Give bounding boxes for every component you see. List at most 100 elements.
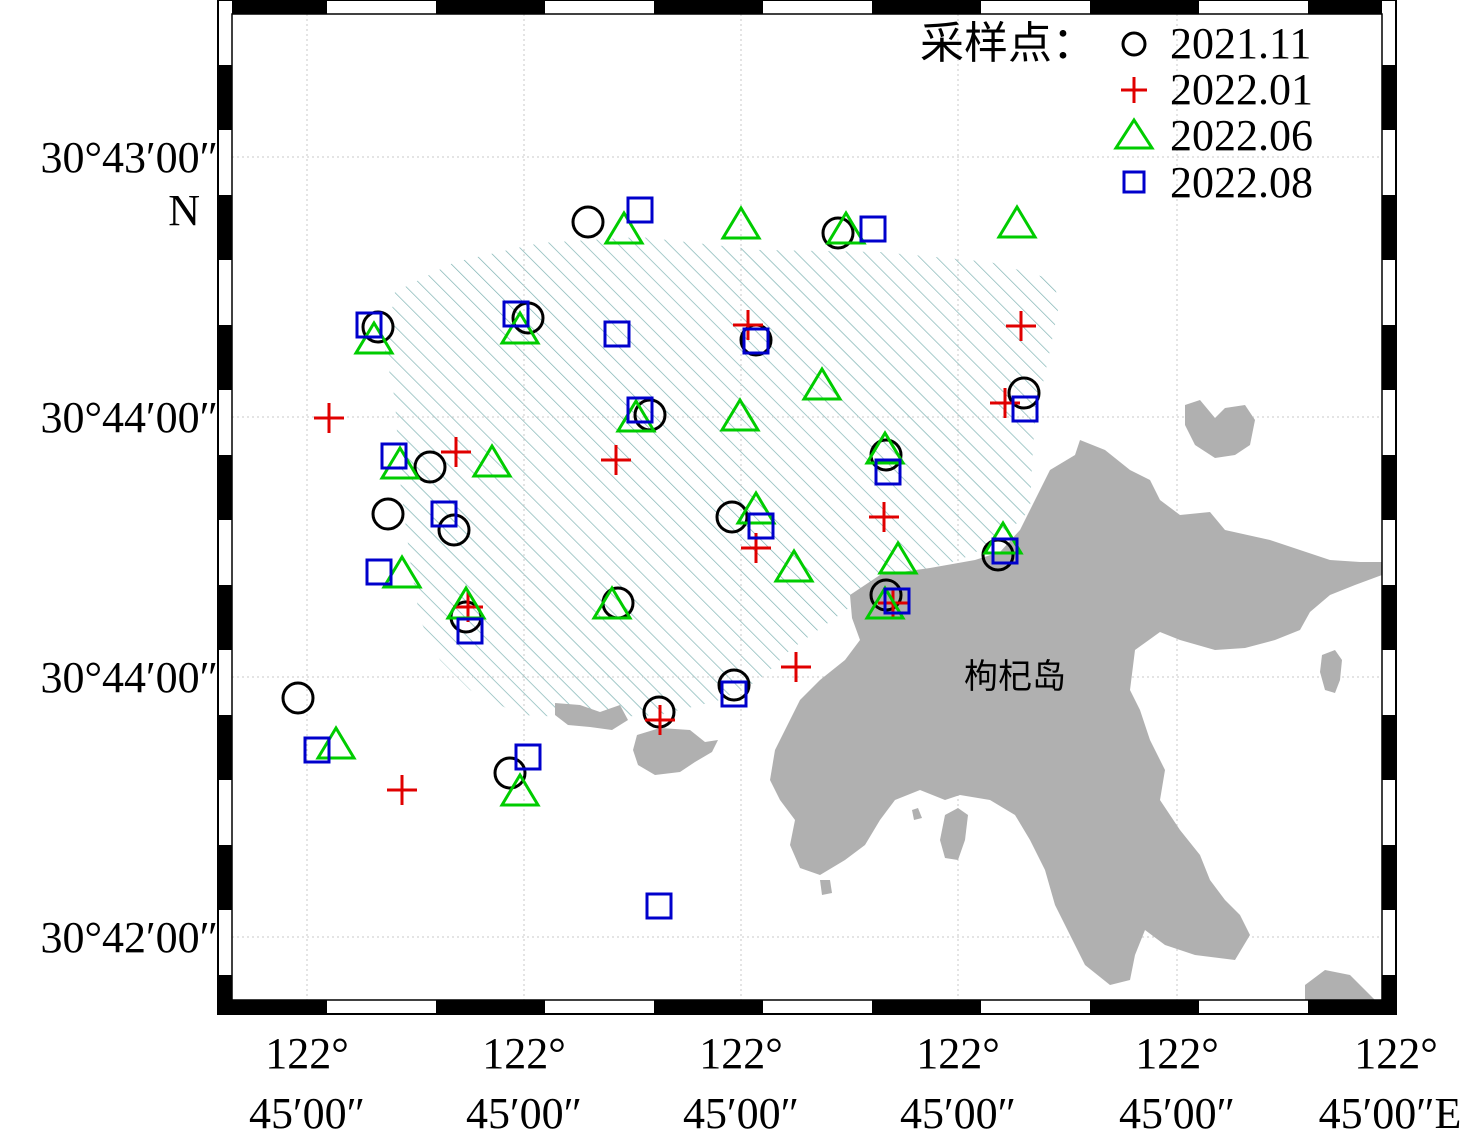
sample-point-2022-08 — [859, 215, 887, 243]
frame-right-segment — [1382, 910, 1396, 975]
frame-top-segment — [545, 0, 654, 14]
legend-square-icon — [1122, 170, 1146, 194]
island-land — [555, 400, 1382, 1000]
legend-label-2022-08: 2022.08 — [1170, 158, 1313, 207]
sample-point-2022-01 — [314, 403, 344, 433]
x-tick-label-2-deg: 122° — [482, 1029, 566, 1078]
frame-left-segment — [218, 195, 232, 260]
sample-point-2022-08 — [514, 743, 542, 771]
sample-point-2022-06 — [801, 366, 843, 401]
sample-point-2021-11 — [715, 500, 749, 534]
x-tick-label-3-deg: 122° — [699, 1029, 783, 1078]
frame-right-segment — [1382, 780, 1396, 845]
x-axis-labels: 122° 45′00″ 122° 45′00″ 122° 45′00″ 122°… — [249, 1029, 1461, 1138]
x-tick-label-6-deg: 122° — [1354, 1029, 1438, 1078]
sampling-area-hatched — [385, 237, 1058, 718]
x-tick-label-1-deg: 122° — [265, 1029, 349, 1078]
sample-point-2022-08 — [626, 196, 654, 224]
frame-outline — [217, 0, 1397, 1015]
sample-point-2022-08 — [603, 320, 631, 348]
sample-point-2021-11 — [571, 205, 605, 239]
sample-point-2022-08 — [645, 892, 673, 920]
sample-point-2022-06 — [877, 540, 919, 575]
frame-bottom-segment — [1308, 1000, 1396, 1014]
island-label: 枸杞岛 — [964, 657, 1066, 697]
frame-bottom-segment — [436, 1000, 545, 1014]
sample-point-2022-08 — [742, 327, 770, 355]
frame-top-segment — [218, 0, 327, 14]
x-tick-label-5-min: 45′00″ — [1119, 1089, 1235, 1138]
x-tick-label-4-deg: 122° — [916, 1029, 1000, 1078]
sample-point-2022-08 — [380, 442, 408, 470]
frame-top-segment — [654, 0, 763, 14]
sample-point-2022-08 — [747, 512, 775, 540]
islet-dot — [820, 880, 832, 895]
frame-right-segment — [1382, 325, 1396, 390]
frame-left-segment — [218, 260, 232, 325]
frame-top-segment — [1090, 0, 1199, 14]
frame-top-segment — [327, 0, 436, 14]
sample-point-2022-06 — [471, 443, 513, 478]
frame-right-segment — [1382, 585, 1396, 650]
sample-point-2022-06 — [773, 548, 815, 583]
legend-label-2022-01: 2022.01 — [1170, 65, 1313, 114]
sample-point-2022-01 — [387, 775, 417, 805]
legend-label-2022-06: 2022.06 — [1170, 111, 1313, 160]
frame-left-segment — [218, 585, 232, 650]
x-tick-label-5-deg: 122° — [1135, 1029, 1219, 1078]
frame-right-segment — [1382, 845, 1396, 910]
frame-top-segment — [1199, 0, 1308, 14]
frame-left-segment — [218, 845, 232, 910]
frame-bottom-segment — [872, 1000, 981, 1014]
frame-right-segment — [1382, 520, 1396, 585]
frame-right-segment — [1382, 130, 1396, 195]
sample-point-2022-06 — [591, 585, 633, 620]
frame-right-segment — [1382, 975, 1396, 1014]
sample-point-2021-11 — [281, 681, 315, 715]
sample-point-2022-06 — [864, 585, 906, 620]
sample-point-2022-06 — [499, 310, 541, 345]
sample-point-2022-08 — [456, 617, 484, 645]
frame-right-segment — [1382, 455, 1396, 520]
frame-right-segment — [1382, 715, 1396, 780]
sampling-markers — [281, 196, 1041, 920]
sample-point-2021-11 — [371, 497, 405, 531]
sample-point-2022-06 — [825, 210, 867, 245]
x-tick-label-3-min: 45′00″ — [683, 1089, 799, 1138]
frame-left-segment — [218, 325, 232, 390]
sample-point-2021-11 — [493, 756, 527, 790]
sample-point-2022-08 — [355, 311, 383, 339]
sample-point-2022-08 — [874, 458, 902, 486]
sample-point-2022-08 — [430, 500, 458, 528]
frame-left-segment — [218, 650, 232, 715]
sample-point-2022-08 — [991, 537, 1019, 565]
sample-point-2022-08 — [720, 680, 748, 708]
frame-right-segment — [1382, 650, 1396, 715]
sample-point-2022-01 — [733, 310, 763, 340]
sample-point-2022-01 — [601, 445, 631, 475]
sample-point-2021-11 — [717, 668, 751, 702]
y-tick-label-1: 30°43′00″ — [40, 133, 218, 182]
frame-left-segment — [218, 520, 232, 585]
frame-bottom-segment — [654, 1000, 763, 1014]
main-island — [770, 440, 1382, 985]
legend-triangle-icon — [1113, 117, 1155, 150]
islet-east-small — [1320, 650, 1342, 693]
island-inner-bump — [1185, 400, 1255, 458]
frame-bottom-segment — [1090, 1000, 1199, 1014]
sample-point-2022-06 — [315, 725, 357, 760]
frame-left-segment — [218, 780, 232, 845]
frame-bottom-segment — [763, 1000, 872, 1014]
x-tick-label-2-min: 45′00″ — [466, 1089, 582, 1138]
frame-right-segment — [1382, 65, 1396, 130]
frame-bottom-segment — [218, 1000, 327, 1014]
sample-point-2022-06 — [864, 430, 906, 465]
sample-point-2021-11 — [437, 513, 471, 547]
x-tick-label-4-min: 45′00″ — [900, 1089, 1016, 1138]
legend-circle-icon — [1121, 31, 1147, 57]
legend-title: 采样点： — [920, 19, 1096, 68]
islet-southwest — [633, 728, 718, 775]
sample-point-2022-06 — [735, 490, 777, 525]
islet-bottom-right — [1305, 970, 1375, 1000]
